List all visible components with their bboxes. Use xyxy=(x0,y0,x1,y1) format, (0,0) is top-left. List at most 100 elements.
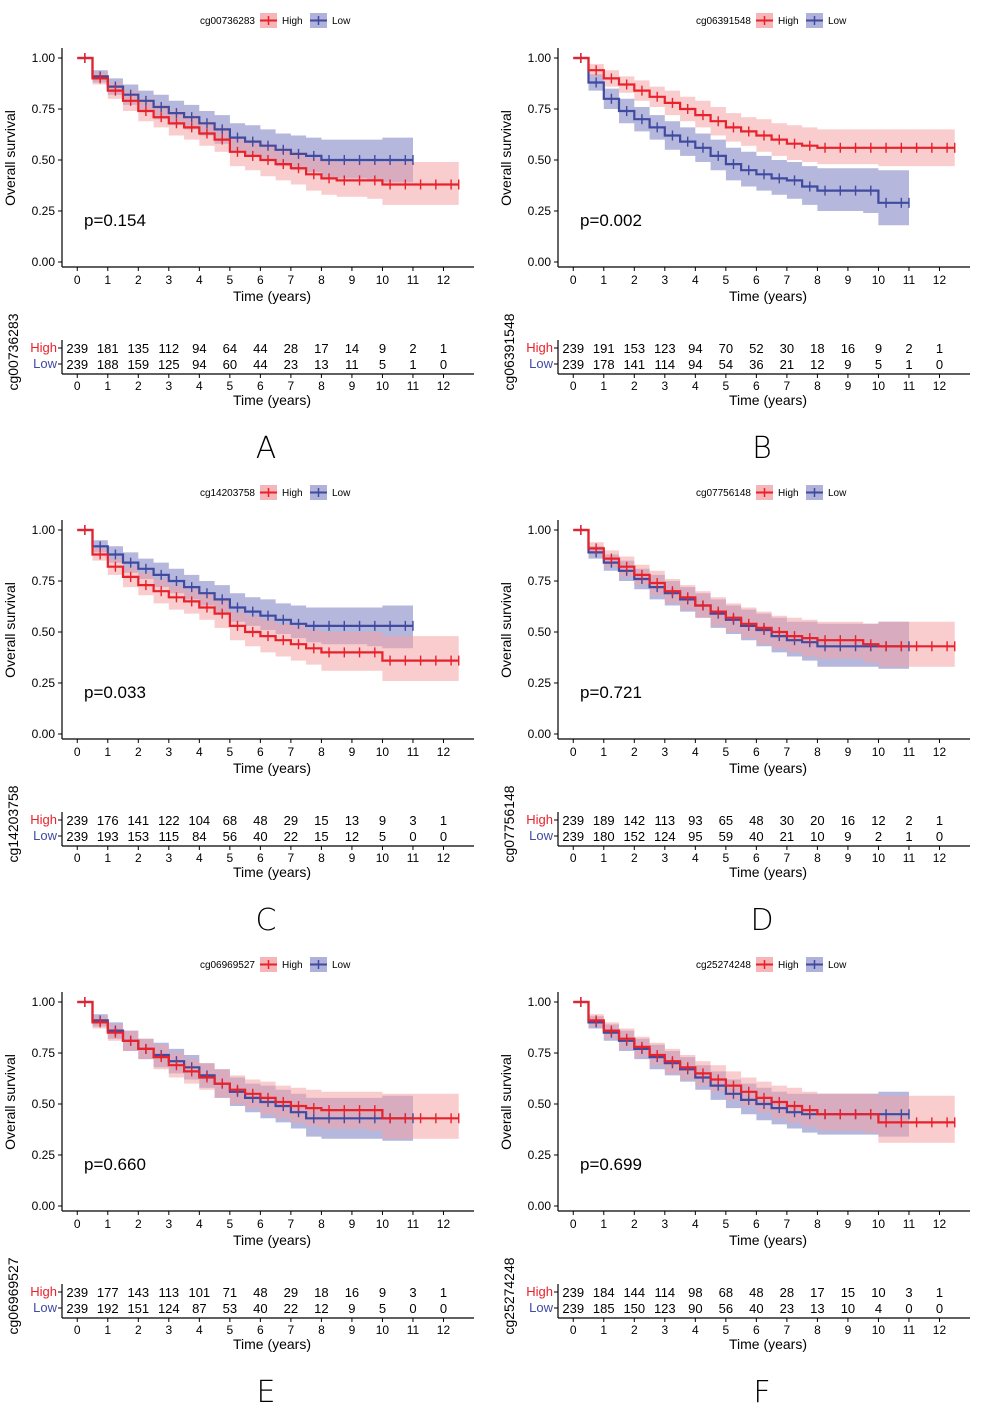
risk-count-high: 48 xyxy=(253,813,267,828)
x-tick-label: 6 xyxy=(753,745,760,759)
y-axis-title: Overall survival xyxy=(2,1054,18,1150)
risk-x-tick-label: 2 xyxy=(135,379,142,393)
censor-marks-high xyxy=(580,997,956,1128)
km-panel-d: cg07756148 High Low 0.00 0.25 0.50 0.75 1.00 0 1 2… xyxy=(496,472,986,942)
x-axis-title: Time (years) xyxy=(729,760,807,776)
x-tick-label: 0 xyxy=(570,1217,577,1231)
risk-x-tick-label: 8 xyxy=(814,1323,821,1337)
x-tick-label: 12 xyxy=(437,745,451,759)
risk-count-high: 29 xyxy=(284,813,298,828)
risk-count-low: 13 xyxy=(810,1301,824,1316)
x-tick-label: 7 xyxy=(288,1217,295,1231)
risk-x-tick-label: 6 xyxy=(257,379,264,393)
risk-x-tick-label: 7 xyxy=(288,1323,295,1337)
risk-x-tick-label: 3 xyxy=(661,851,668,865)
y-tick-label: 0.50 xyxy=(32,1097,56,1111)
risk-count-low: 22 xyxy=(284,829,298,844)
risk-count-high: 16 xyxy=(345,1285,359,1300)
risk-count-high: 17 xyxy=(810,1285,824,1300)
risk-x-tick-label: 5 xyxy=(723,1323,730,1337)
x-tick-label: 1 xyxy=(104,745,111,759)
x-tick-label: 1 xyxy=(600,1217,607,1231)
risk-count-high: 177 xyxy=(97,1285,119,1300)
risk-count-low: 5 xyxy=(875,357,882,372)
risk-x-axis-title: Time (years) xyxy=(729,1336,807,1352)
x-tick-label: 11 xyxy=(903,1217,916,1231)
y-tick-label: 1.00 xyxy=(32,995,56,1009)
risk-x-tick-label: 1 xyxy=(600,1323,607,1337)
risk-count-high: 1 xyxy=(440,1285,447,1300)
legend-label-high: High xyxy=(778,488,799,499)
risk-x-tick-label: 7 xyxy=(784,851,791,865)
x-tick-label: 9 xyxy=(845,745,852,759)
y-tick-label: 0.25 xyxy=(32,676,56,690)
risk-x-tick-label: 1 xyxy=(104,379,111,393)
x-tick-label: 7 xyxy=(288,745,295,759)
risk-x-tick-label: 0 xyxy=(74,379,81,393)
risk-x-tick-label: 9 xyxy=(845,379,852,393)
legend-title: cg06391548 xyxy=(696,16,751,27)
x-tick-label: 4 xyxy=(692,745,699,759)
risk-count-high: 48 xyxy=(749,813,763,828)
risk-x-tick-label: 2 xyxy=(631,851,638,865)
risk-x-tick-label: 5 xyxy=(227,851,234,865)
risk-x-tick-label: 1 xyxy=(104,851,111,865)
y-tick-label: 0.50 xyxy=(32,625,56,639)
axes: 0.000.250.500.751.000 1 2 3 4 5 6 7 8 9 10 11 12Over… xyxy=(498,520,970,776)
risk-x-tick-label: 3 xyxy=(661,379,668,393)
risk-count-low: 239 xyxy=(562,1301,584,1316)
x-tick-label: 1 xyxy=(104,273,111,287)
risk-x-tick-label: 6 xyxy=(257,1323,264,1337)
y-tick-label: 0.25 xyxy=(528,676,552,690)
risk-x-tick-label: 9 xyxy=(845,851,852,865)
x-tick-label: 11 xyxy=(407,273,420,287)
risk-count-low: 152 xyxy=(623,829,645,844)
risk-row-label-high: High xyxy=(526,340,553,355)
risk-table: cg25274248 HighLow23923901841851144150211… xyxy=(501,1257,970,1352)
y-tick-label: 1.00 xyxy=(32,51,56,65)
risk-x-tick-label: 0 xyxy=(74,851,81,865)
y-tick-label: 1.00 xyxy=(528,995,552,1009)
risk-count-high: 1 xyxy=(936,813,943,828)
risk-x-tick-label: 1 xyxy=(104,1323,111,1337)
risk-count-low: 94 xyxy=(688,357,702,372)
risk-count-low: 239 xyxy=(66,1301,88,1316)
risk-row-label-low: Low xyxy=(529,356,553,371)
risk-x-tick-label: 6 xyxy=(753,379,760,393)
risk-x-tick-label: 8 xyxy=(814,851,821,865)
x-tick-label: 7 xyxy=(784,273,791,287)
p-value: p=0.154 xyxy=(84,211,146,230)
y-tick-label: 0.50 xyxy=(528,1097,552,1111)
x-tick-label: 3 xyxy=(661,745,668,759)
risk-count-high: 98 xyxy=(688,1285,702,1300)
risk-count-high: 28 xyxy=(780,1285,794,1300)
risk-count-high: 2 xyxy=(905,813,912,828)
y-tick-label: 0.25 xyxy=(32,1148,56,1162)
x-tick-label: 5 xyxy=(723,1217,730,1231)
risk-count-high: 123 xyxy=(654,341,676,356)
risk-count-high: 48 xyxy=(749,1285,763,1300)
y-tick-label: 0.50 xyxy=(32,153,56,167)
y-axis-title: Overall survival xyxy=(498,582,514,678)
km-panel-b: cg06391548 High Low 0.00 0.25 0.50 0.75 1.00 0 1 2… xyxy=(496,0,986,470)
risk-x-tick-label: 6 xyxy=(753,851,760,865)
y-tick-label: 0.25 xyxy=(528,204,552,218)
censor-marks-high xyxy=(580,53,956,153)
risk-x-tick-label: 6 xyxy=(257,851,264,865)
risk-count-high: 239 xyxy=(562,341,584,356)
risk-count-high: 176 xyxy=(97,813,119,828)
risk-count-high: 30 xyxy=(780,341,794,356)
legend: cg07756148 High Low xyxy=(696,485,847,500)
ci-band-high xyxy=(77,58,459,205)
risk-count-low: 114 xyxy=(654,357,675,372)
risk-x-tick-label: 8 xyxy=(318,851,325,865)
legend: cg25274248 High Low xyxy=(696,957,847,972)
risk-table: cg14203758 HighLow23923901761931141153212… xyxy=(5,785,474,880)
legend-title: cg25274248 xyxy=(696,960,751,971)
risk-x-tick-label: 10 xyxy=(376,851,390,865)
risk-count-low: 23 xyxy=(284,357,298,372)
legend-label-high: High xyxy=(282,960,303,971)
risk-count-low: 0 xyxy=(409,1301,416,1316)
